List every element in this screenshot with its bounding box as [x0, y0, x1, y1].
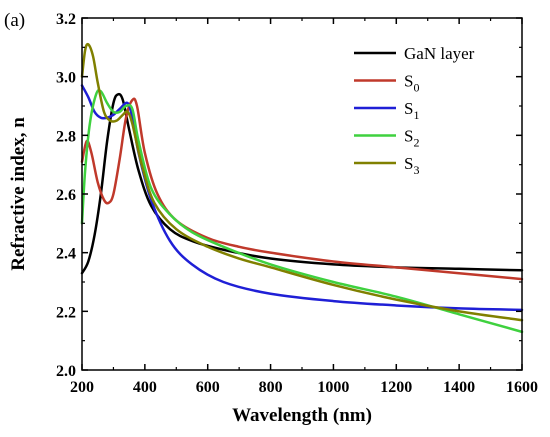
series-line-s3 [80, 42, 524, 322]
legend-label-gan-layer: GaN layer [404, 44, 475, 63]
x-tick-label: 1200 [380, 379, 412, 396]
legend-label-s2: S2 [404, 127, 419, 150]
x-tick-label: 200 [70, 379, 94, 396]
ticks-layer: 200 400 600 800 1000 1200 1400 1600 2.0 2.2 2.4 2.6… [56, 11, 538, 396]
x-tick-label: 1600 [506, 379, 538, 396]
y-tick-label: 2.8 [56, 128, 76, 145]
x-tick-label: 1400 [443, 379, 475, 396]
x-tick-label: 800 [259, 379, 283, 396]
x-tick-label: 600 [196, 379, 220, 396]
legend-label-main: S [404, 72, 413, 91]
x-axis-label: Wavelength (nm) [232, 405, 372, 426]
y-tick-label: 2.0 [56, 363, 76, 380]
x-tick-label: 400 [133, 379, 157, 396]
y-axis-label: Refractive index, n [8, 117, 29, 271]
y-tick-label: 3.0 [56, 70, 76, 87]
legend-label-main: S [404, 99, 413, 118]
x-tick-label: 1000 [317, 379, 349, 396]
panel-label: (a) [4, 10, 25, 31]
y-tick-label: 2.4 [56, 246, 76, 263]
legend-label-s0: S0 [404, 72, 419, 95]
legend-label-main: GaN layer [404, 44, 475, 63]
legend-label-subscript: 3 [413, 163, 419, 177]
legend-label-subscript: 2 [413, 136, 419, 150]
legend-label-main: S [404, 154, 413, 173]
series-layer [80, 42, 524, 334]
legend-label-s1: S1 [404, 99, 419, 122]
y-tick-label: 2.2 [56, 304, 76, 321]
y-tick-label: 3.2 [56, 11, 76, 28]
legend-label-main: S [404, 127, 413, 146]
legend-label-subscript: 1 [413, 108, 419, 122]
legend-label-s3: S3 [404, 154, 419, 177]
legend-label-subscript: 0 [413, 81, 419, 95]
series-line-s0 [80, 97, 524, 281]
series-line-s2 [80, 88, 524, 334]
y-tick-label: 2.6 [56, 187, 76, 204]
plot-area: 200 400 600 800 1000 1200 1400 1600 2.0 2.2 2.4 2.6… [56, 11, 538, 396]
